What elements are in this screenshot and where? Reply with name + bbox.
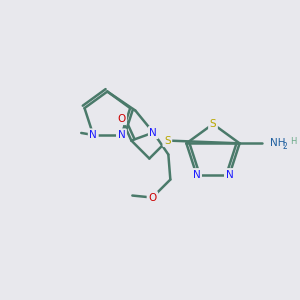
Text: N: N xyxy=(226,170,233,180)
Text: N: N xyxy=(193,170,200,180)
Text: 2: 2 xyxy=(283,142,287,151)
Text: NH: NH xyxy=(270,138,285,148)
Text: O: O xyxy=(117,113,125,124)
Text: O: O xyxy=(148,193,157,202)
Text: S: S xyxy=(210,119,216,129)
Text: N: N xyxy=(89,130,97,140)
Text: H: H xyxy=(290,137,296,146)
Text: S: S xyxy=(164,136,171,146)
Text: N: N xyxy=(149,128,157,137)
Text: N: N xyxy=(118,130,125,140)
